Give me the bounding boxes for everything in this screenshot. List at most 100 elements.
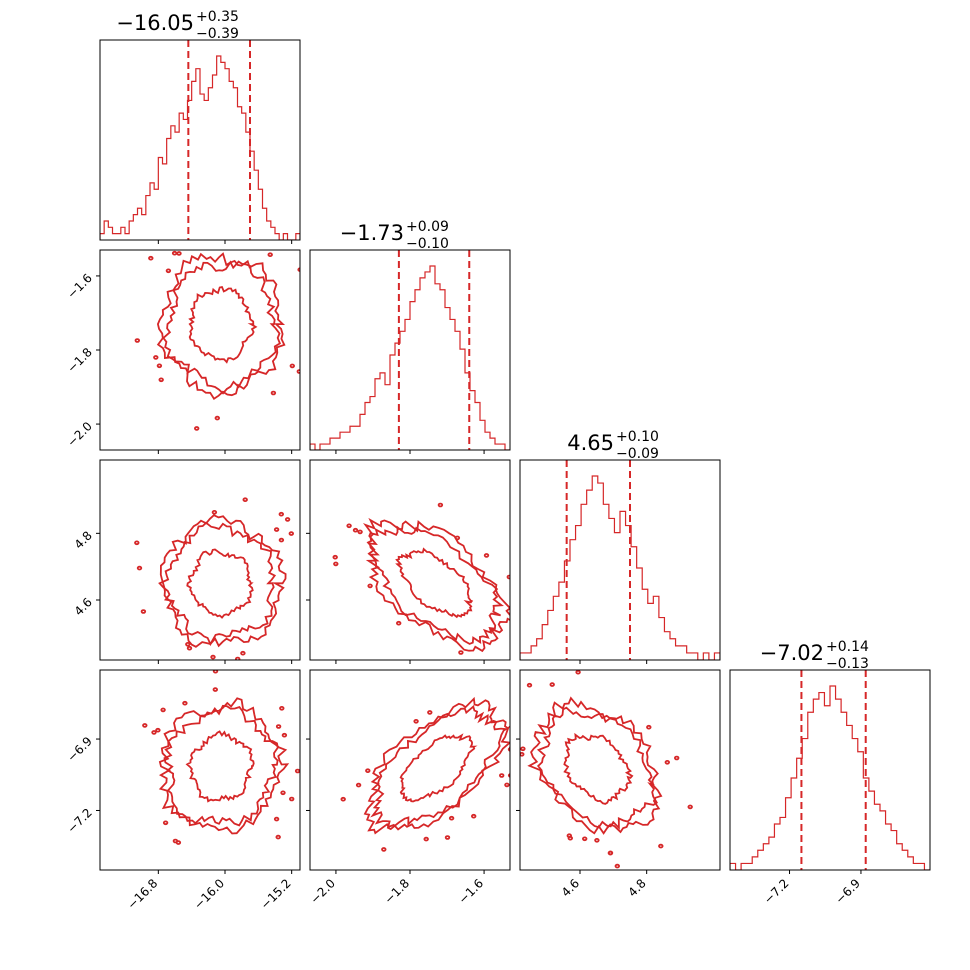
- y-tick-label: 4.6: [72, 595, 95, 618]
- panel-frame: [519, 459, 721, 661]
- lower-error-label: −0.09: [616, 446, 659, 462]
- median-label: −1.73: [340, 221, 404, 245]
- lower-error-label: −0.13: [826, 656, 869, 672]
- outlier-speck: [288, 531, 294, 536]
- contour-level-3: [363, 696, 510, 835]
- outlier-speck: [284, 517, 291, 522]
- outlier-speck: [275, 724, 282, 729]
- contour-panel-1-0: −2.0 −1.8 −1.6: [64, 249, 301, 454]
- contour-level-3: [158, 697, 290, 835]
- outlier-speck: [296, 369, 300, 374]
- outlier-speck: [413, 718, 419, 724]
- contour-panel-3-0: −16.8 −16.0 −15.2 −7.2 −6.9: [64, 669, 301, 912]
- outlier-speck: [499, 773, 505, 778]
- outlier-speck: [352, 527, 359, 533]
- histogram-panel-1: −1.73 +0.09−0.10: [309, 219, 511, 454]
- outlier-speck: [280, 790, 286, 796]
- outlier-speck: [427, 710, 433, 715]
- outlier-speck: [212, 687, 218, 692]
- outlier-speck: [664, 759, 670, 765]
- outlier-speck: [281, 732, 288, 738]
- outlier-speck: [520, 752, 525, 757]
- panel-frame: [729, 669, 931, 871]
- panel-frame: [309, 669, 511, 871]
- histogram-panel-2: 4.65 +0.10−0.09: [519, 429, 721, 664]
- outlier-speck: [333, 561, 339, 567]
- upper-error-label: +0.14: [826, 639, 869, 655]
- outlier-speck: [530, 624, 534, 627]
- outlier-speck: [153, 355, 159, 360]
- outlier-speck: [454, 535, 461, 541]
- x-tick-label: −16.0: [191, 876, 227, 912]
- outlier-speck: [396, 620, 402, 626]
- y-tick-label: −7.2: [64, 806, 95, 837]
- outlier-speck: [160, 707, 166, 713]
- contour-panel-2-0: 4.6 4.8: [72, 459, 317, 667]
- outlier-speck: [365, 768, 371, 773]
- outlier-speck: [171, 664, 175, 667]
- outlier-speck: [357, 529, 363, 535]
- upper-error-label: +0.10: [616, 429, 659, 445]
- outlier-speck: [423, 836, 429, 842]
- outlier-speck: [193, 426, 200, 431]
- contour-level-2: [163, 704, 279, 827]
- contour-level-3: [156, 252, 286, 400]
- panel-frame: [99, 459, 301, 661]
- contour-level-3: [362, 517, 510, 653]
- outlier-speck: [515, 696, 519, 699]
- outlier-speck: [381, 847, 387, 852]
- outlier-speck: [176, 251, 182, 256]
- outlier-speck: [175, 840, 182, 845]
- contour-level-2: [158, 521, 277, 647]
- outlier-speck: [240, 650, 246, 656]
- lower-error-label: −0.10: [406, 236, 449, 252]
- y-tick-label: −2.0: [64, 419, 95, 450]
- outlier-speck: [235, 656, 241, 660]
- outlier-speck: [512, 586, 516, 589]
- outlier-speck: [278, 511, 284, 517]
- outlier-speck: [567, 835, 573, 841]
- outlier-speck: [186, 645, 193, 651]
- outlier-speck: [469, 672, 473, 675]
- outlier-speck: [155, 727, 161, 733]
- outlier-speck: [182, 700, 188, 706]
- outlier-speck: [212, 670, 219, 674]
- contour-level-1: [395, 547, 474, 619]
- outlier-speck: [297, 267, 300, 272]
- outlier-speck: [156, 363, 163, 369]
- outlier-speck: [512, 698, 516, 701]
- histogram-panel-0: −16.05 +0.35−0.39: [99, 9, 301, 244]
- outlier-speck: [134, 540, 140, 546]
- outlier-speck: [346, 523, 352, 529]
- y-tick-label: −6.9: [64, 734, 95, 765]
- outlier-speck: [549, 682, 555, 687]
- contour-level-3: [159, 514, 287, 648]
- outlier-speck: [273, 527, 280, 532]
- outlier-speck: [607, 850, 614, 856]
- outlier-speck: [437, 502, 444, 508]
- lower-error-label: −0.39: [196, 26, 239, 42]
- outlier-speck: [158, 377, 164, 383]
- outlier-speck: [273, 816, 280, 822]
- outlier-speck: [367, 583, 373, 589]
- x-tick-label: 4.8: [625, 876, 648, 899]
- outlier-speck: [506, 574, 510, 580]
- outlier-speck: [674, 755, 680, 761]
- upper-error-label: +0.09: [406, 219, 449, 235]
- outlier-speck: [646, 724, 652, 730]
- contour-level-2: [536, 706, 658, 830]
- outlier-speck: [275, 834, 281, 840]
- outlier-speck: [658, 843, 664, 849]
- outlier-speck: [278, 537, 285, 543]
- outlier-speck: [162, 820, 169, 826]
- contour-level-2: [370, 704, 509, 831]
- contour-level-1: [399, 733, 478, 803]
- x-tick-label: −16.8: [125, 876, 161, 912]
- outlier-speck: [520, 746, 526, 752]
- panel-frame: [519, 669, 721, 871]
- outlier-speck: [458, 650, 464, 655]
- outlier-speck: [313, 596, 317, 599]
- outlier-speck: [242, 497, 248, 503]
- contour-level-1: [563, 732, 634, 805]
